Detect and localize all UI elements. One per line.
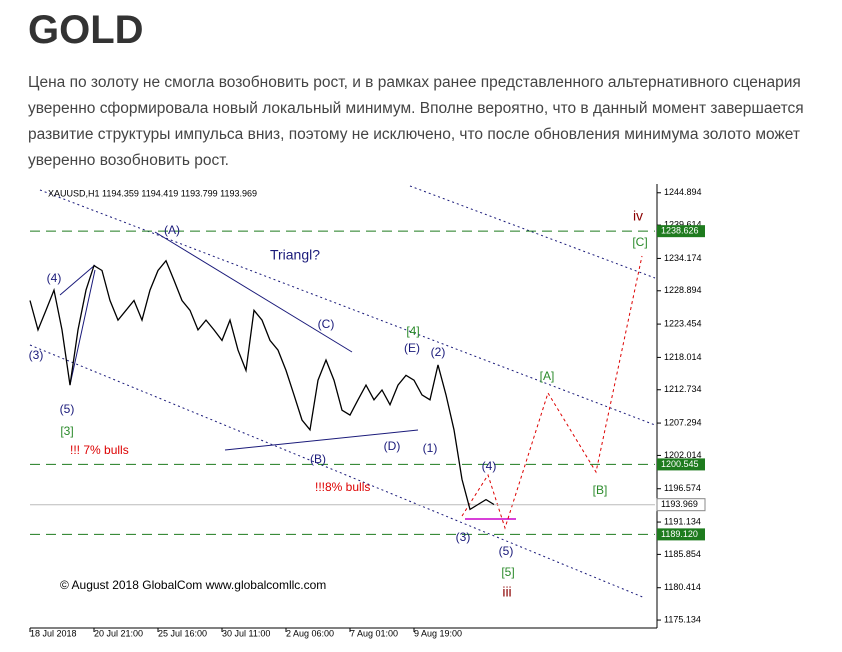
- current-price-box: [656, 498, 706, 512]
- wave-label: (5): [499, 544, 514, 558]
- y-tick-label: 1228.894: [664, 285, 702, 295]
- y-tick-label: 1207.294: [664, 417, 702, 427]
- y-tick-label: 1196.574: [664, 483, 701, 493]
- article-text: Цена по золоту не смогла возобновить рос…: [28, 74, 804, 169]
- channel-line: [409, 185, 656, 279]
- wave-label: (3): [456, 530, 471, 544]
- y-tick-label: 1191.134: [664, 516, 701, 526]
- trend-line: [224, 429, 419, 451]
- y-tick-label: 1223.454: [664, 318, 702, 328]
- wave-label: [3]: [60, 424, 73, 438]
- price-line: [29, 259, 495, 511]
- x-tick-label: 2 Aug 06:00: [286, 628, 334, 638]
- wave-label: (A): [164, 223, 180, 237]
- wave-label: [C]: [632, 235, 647, 249]
- y-tick-label: 1185.854: [664, 549, 701, 559]
- y-tick-label: 1212.734: [664, 384, 702, 394]
- wave-label: iii: [502, 584, 511, 600]
- wave-label: [A]: [540, 369, 555, 383]
- wave-label: (4): [482, 459, 497, 473]
- level-label-box: [657, 458, 705, 471]
- wave-label: !!! 7% bulls: [70, 443, 129, 457]
- y-tick-label: 1202.014: [664, 450, 702, 460]
- y-tick-label: 1234.174: [664, 253, 702, 263]
- level-label: 1189.120: [661, 529, 698, 539]
- y-tick-label: 1218.014: [664, 352, 702, 362]
- channel-line: [29, 344, 646, 599]
- wave-label: (D): [384, 439, 401, 453]
- level-label: 1238.626: [661, 226, 699, 236]
- current-price-label: 1193.969: [661, 499, 698, 509]
- wave-label: [5]: [501, 565, 514, 579]
- trend-line: [69, 269, 96, 386]
- page-title: GOLD: [28, 8, 144, 52]
- wave-label: (1): [423, 441, 438, 455]
- x-tick-label: 9 Aug 19:00: [414, 628, 462, 638]
- y-tick-label: 1175.134: [664, 614, 701, 624]
- copyright: © August 2018 GlobalCom www.globalcomllc…: [60, 578, 326, 592]
- wave-label: Triangl?: [270, 247, 320, 263]
- wave-label: (5): [60, 402, 75, 416]
- wave-label: (4): [47, 271, 62, 285]
- x-tick-label: 20 Jul 21:00: [94, 628, 143, 638]
- level-label-box: [657, 528, 705, 541]
- level-label-box: [657, 225, 705, 238]
- forecast-path: [461, 255, 643, 530]
- x-tick-label: 18 Jul 2018: [30, 628, 77, 638]
- x-tick-label: 7 Aug 01:00: [350, 628, 398, 638]
- wave-label: iv: [633, 208, 643, 224]
- x-tick-label: 25 Jul 16:00: [158, 628, 207, 638]
- y-tick-label: 1239.614: [664, 219, 702, 229]
- wave-label: [B]: [593, 483, 608, 497]
- wave-label: (2): [431, 345, 446, 359]
- wave-label: !!!8% bulls: [315, 480, 370, 494]
- wave-label: (C): [318, 317, 335, 331]
- y-tick-label: 1180.414: [664, 582, 701, 592]
- wave-label: (E): [404, 341, 420, 355]
- level-label: 1200.545: [661, 459, 699, 469]
- wave-label: (B): [310, 452, 326, 466]
- x-tick-label: 30 Jul 11:00: [222, 628, 270, 638]
- chart-header: XAUUSD,H1 1194.359 1194.419 1193.799 119…: [48, 188, 257, 198]
- wave-label: (3): [29, 348, 44, 362]
- wave-label: [4]: [406, 324, 419, 338]
- trend-line: [59, 264, 96, 296]
- y-tick-label: 1244.894: [664, 187, 702, 197]
- trend-line: [154, 231, 353, 353]
